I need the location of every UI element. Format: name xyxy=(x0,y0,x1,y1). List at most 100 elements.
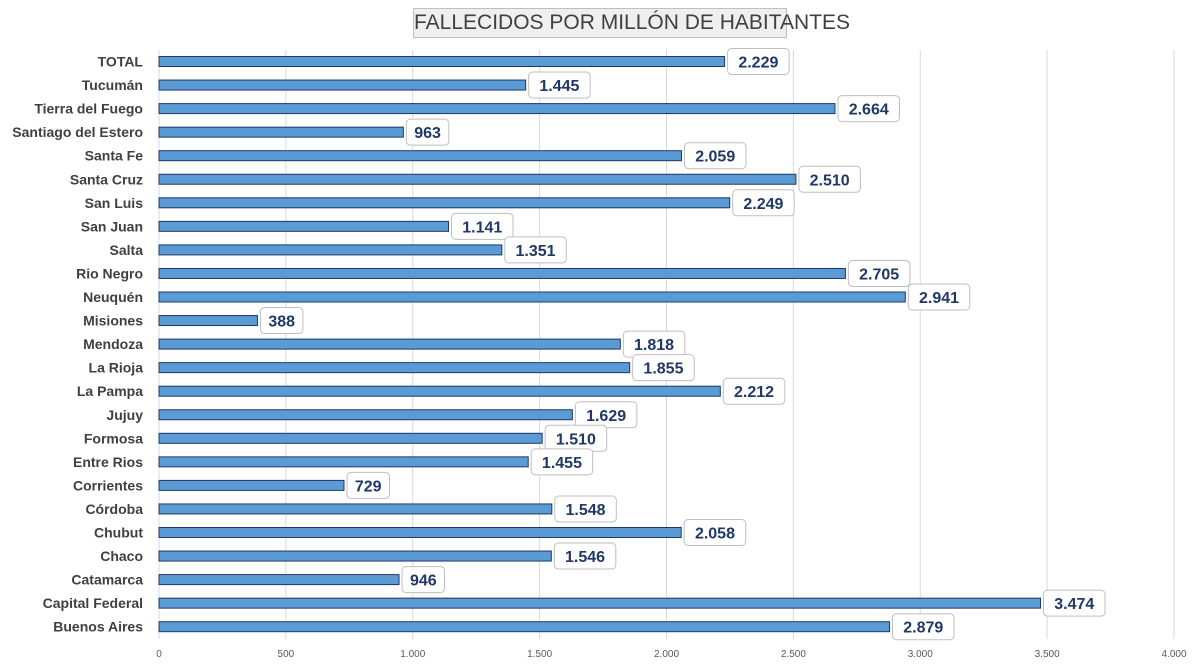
bar xyxy=(158,432,543,444)
bar xyxy=(158,621,891,633)
data-label-box xyxy=(727,48,790,75)
category-label: San Luis xyxy=(85,195,144,211)
category-label: San Juan xyxy=(81,218,143,234)
x-tick-label: 0 xyxy=(156,649,162,660)
bar xyxy=(158,220,450,232)
data-label-box xyxy=(907,283,971,311)
category-label: Jujuy xyxy=(106,407,143,423)
data-label: 2.249 xyxy=(743,196,783,213)
chart-title: FALLECIDOS POR MILLÓN DE HABITANTES xyxy=(413,8,850,38)
bars xyxy=(158,56,1042,633)
bar xyxy=(158,103,836,115)
bar xyxy=(158,315,258,327)
data-labels: 2.229 1.445 2.664 963 2.059 2.510 2.249 1.141 1.… xyxy=(259,48,1106,641)
x-tick-label: 2.500 xyxy=(781,649,806,660)
bar xyxy=(158,574,400,586)
category-label: Rio Negro xyxy=(76,265,143,281)
bar xyxy=(158,479,345,491)
data-label-box xyxy=(553,542,617,570)
x-tick-label: 3.500 xyxy=(1035,649,1060,660)
data-label: 2.059 xyxy=(695,149,735,166)
category-label: Chaco xyxy=(100,548,143,564)
bar xyxy=(158,197,731,209)
data-label: 1.141 xyxy=(462,219,502,236)
data-label-box xyxy=(405,118,450,146)
data-label: 2.510 xyxy=(810,172,850,189)
data-label: 2.941 xyxy=(919,290,959,307)
data-label: 1.445 xyxy=(539,78,579,95)
category-label: Salta xyxy=(110,242,144,258)
category-label: Catamarca xyxy=(71,572,143,588)
bar xyxy=(158,150,682,162)
data-label: 1.351 xyxy=(516,243,556,260)
bar xyxy=(158,126,404,138)
data-label-box xyxy=(632,354,695,382)
category-label: La Rioja xyxy=(89,360,144,376)
category-label: Neuquén xyxy=(83,289,143,305)
x-tick-label: 3.000 xyxy=(908,649,933,660)
category-label: Buenos Aires xyxy=(53,619,143,635)
bar xyxy=(158,362,631,374)
data-label: 2.212 xyxy=(734,384,774,401)
category-label: Mendoza xyxy=(83,336,143,352)
category-label: Entre Rios xyxy=(73,454,143,470)
bar xyxy=(158,244,503,256)
category-label: Corrientes xyxy=(73,477,143,493)
data-label-box xyxy=(451,212,514,240)
bar xyxy=(158,56,726,67)
data-label-box xyxy=(847,259,911,287)
data-label: 1.629 xyxy=(586,408,626,425)
data-label: 963 xyxy=(414,125,441,142)
x-tick-label: 4.000 xyxy=(1161,649,1186,660)
data-label-box xyxy=(683,519,747,546)
data-label: 388 xyxy=(268,314,295,331)
category-labels: TOTAL Tucumán Tierra del Fuego Santiago del… xyxy=(12,54,143,635)
bar xyxy=(158,267,846,279)
data-label: 2.664 xyxy=(849,102,889,119)
data-label-box xyxy=(892,613,955,641)
category-label: Misiones xyxy=(83,313,143,329)
category-label: La Pampa xyxy=(77,383,143,399)
bar xyxy=(158,79,527,91)
data-label-box xyxy=(346,471,390,499)
category-label: Chubut xyxy=(94,525,143,541)
category-label: Formosa xyxy=(84,430,143,446)
data-label: 1.455 xyxy=(542,455,582,472)
data-label: 2.229 xyxy=(738,55,778,72)
data-label: 2.879 xyxy=(903,620,943,637)
category-label: Tucumán xyxy=(82,77,143,93)
x-tick-label: 500 xyxy=(278,649,295,660)
data-label: 729 xyxy=(355,478,382,495)
category-label: TOTAL xyxy=(98,54,144,70)
data-label-box xyxy=(1043,589,1106,617)
data-label-box xyxy=(530,448,594,476)
data-label-box xyxy=(259,307,304,335)
data-label: 1.510 xyxy=(556,431,596,448)
category-label: Tierra del Fuego xyxy=(34,101,143,117)
category-label: Santa Fe xyxy=(85,148,144,164)
bar xyxy=(158,456,529,468)
x-tick-label: 1.000 xyxy=(400,649,425,660)
data-label: 946 xyxy=(410,573,437,590)
x-tick-label: 2.000 xyxy=(654,649,679,660)
data-label-box xyxy=(401,566,446,594)
category-label: Capital Federal xyxy=(43,595,143,611)
bar xyxy=(158,409,573,421)
data-label: 1.855 xyxy=(643,361,683,378)
data-label-box xyxy=(722,377,786,405)
data-label-box xyxy=(554,495,617,523)
x-tick-label: 1.500 xyxy=(527,649,552,660)
bar xyxy=(158,597,1042,609)
data-label-box xyxy=(683,142,747,170)
bar xyxy=(158,550,552,562)
data-label-box xyxy=(732,189,795,217)
bar xyxy=(158,527,682,538)
x-tick-labels: 0 500 1.000 1.500 2.000 2.500 3.000 3.500 4.000 xyxy=(156,649,1187,660)
data-label: 1.818 xyxy=(634,337,674,354)
data-label-box xyxy=(504,236,567,264)
data-label-box xyxy=(528,71,591,99)
bar xyxy=(158,385,721,397)
data-label: 2.705 xyxy=(859,266,899,283)
